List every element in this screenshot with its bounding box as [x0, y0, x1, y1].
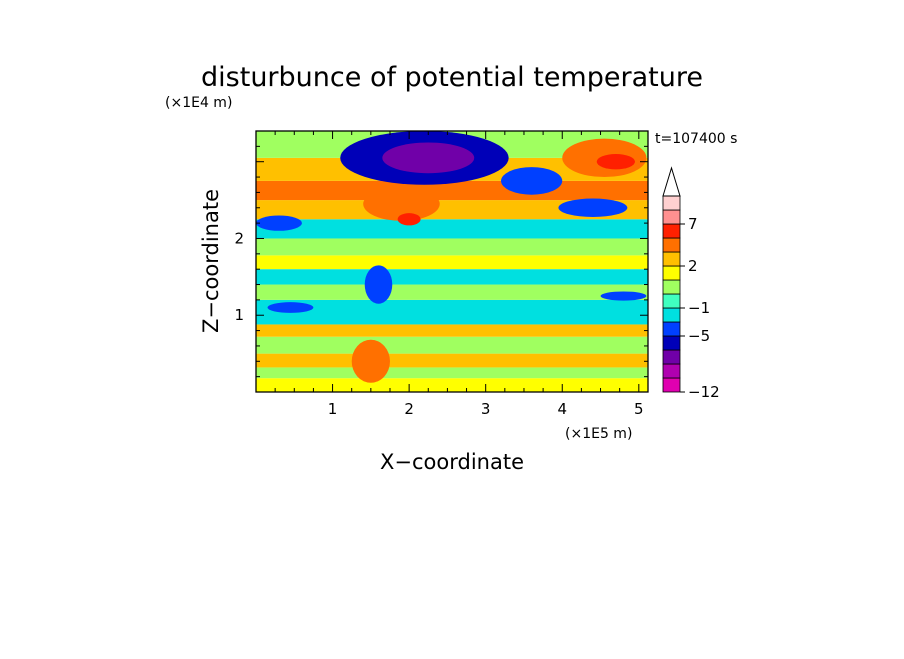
colorbar-tick-label: 2 [688, 257, 698, 275]
y-axis-label: Z−coordinate [199, 189, 223, 333]
colorbar-segment-12 [662, 209, 681, 225]
x-tick-label: 4 [557, 400, 567, 418]
colorbar-tick-label: −5 [688, 327, 710, 345]
colorbar-segment-10 [662, 237, 681, 253]
contour-band-12 [256, 180, 648, 201]
contour-feature-12 [600, 291, 647, 301]
contour-feature-10 [364, 265, 393, 304]
y-tick-label: 1 [234, 306, 244, 324]
plot-frame [255, 130, 649, 393]
colorbar-tick-label: 7 [688, 215, 698, 233]
colorbar-segment-11 [662, 223, 681, 239]
colorbar-segment-13 [662, 195, 681, 211]
contour-feature-4 [501, 167, 563, 195]
contour-band-10 [256, 219, 648, 239]
colorbar-segment-6 [662, 293, 681, 309]
contour-band-7 [256, 269, 648, 285]
x-tick-label: 5 [634, 400, 644, 418]
x-tick-label: 1 [328, 400, 338, 418]
colorbar-segment-8 [662, 265, 681, 281]
contour-band-9 [256, 238, 648, 256]
x-axis: 1 2 3 4 5 [274, 131, 644, 418]
colorbar-segment-5 [662, 307, 681, 323]
x-axis-unit: (×1E5 m) [565, 426, 632, 442]
time-label: t=107400 s [655, 131, 737, 147]
contour-band-0 [256, 378, 648, 392]
colorbar-segment-2 [662, 349, 681, 365]
contour-feature-11 [351, 339, 390, 383]
y-axis-unit: (×1E4 m) [165, 95, 232, 111]
colorbar-extend-arrow [662, 166, 681, 197]
contour-feature-2 [363, 187, 440, 221]
y-axis: 12 [234, 145, 648, 378]
contour-band-3 [256, 336, 648, 354]
contour-feature-6 [596, 154, 635, 170]
y-tick-label: 2 [234, 229, 244, 247]
contour-feature-1 [382, 142, 475, 174]
colorbar-segment-1 [662, 363, 681, 379]
contour-feature-9 [267, 302, 314, 313]
chart-title: disturbunce of potential temperature [201, 62, 703, 93]
contour-band-6 [256, 284, 648, 300]
contour-band-5 [256, 299, 648, 325]
colorbar-segment-9 [662, 251, 681, 267]
x-tick-label: 3 [481, 400, 491, 418]
colorbar: 7 2 −1 −5 −12 [662, 166, 720, 401]
contour-field [256, 131, 648, 392]
contour-feature-8 [558, 198, 628, 217]
contour-feature-7 [256, 215, 302, 231]
colorbar-tick-label: −12 [688, 383, 720, 401]
contour-band-4 [256, 324, 648, 337]
colorbar-segment-7 [662, 279, 681, 295]
colorbar-segment-3 [662, 335, 681, 351]
contour-band-11 [256, 200, 648, 220]
colorbar-tick-label: −1 [688, 299, 710, 317]
contour-band-8 [256, 255, 648, 270]
colorbar-segment-0 [662, 377, 681, 393]
contour-feature-3 [397, 213, 421, 226]
contour-band-2 [256, 353, 648, 368]
x-axis-label: X−coordinate [380, 450, 524, 474]
colorbar-segment-4 [662, 321, 681, 337]
x-tick-label: 2 [404, 400, 414, 418]
contour-band-1 [256, 367, 648, 379]
